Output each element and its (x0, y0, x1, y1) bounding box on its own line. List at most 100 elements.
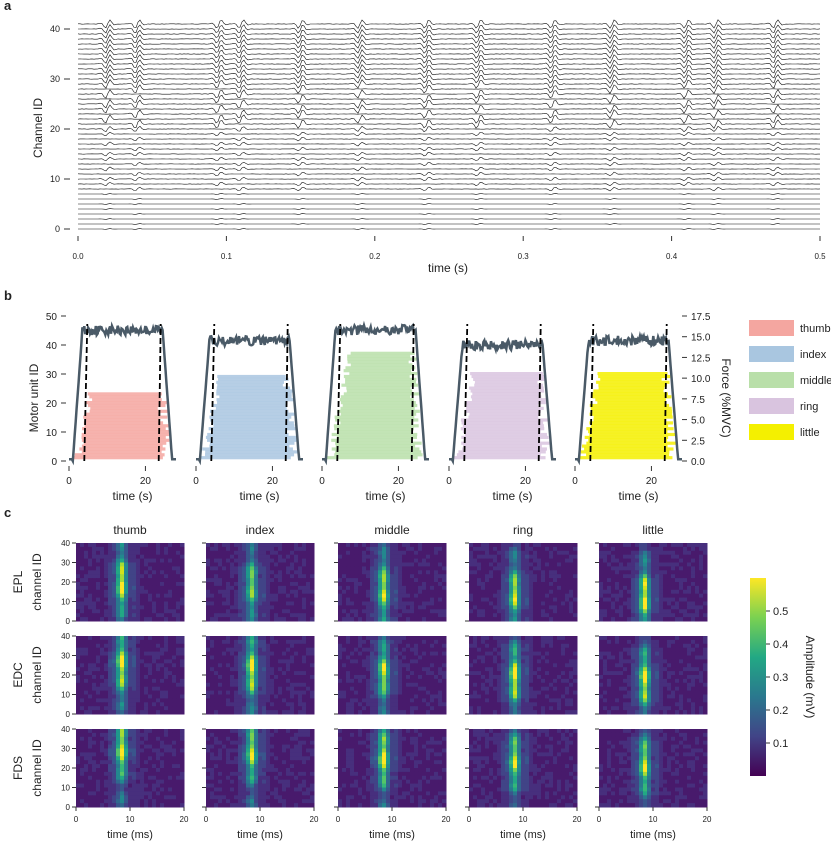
heatmap-cell (370, 710, 375, 715)
heatmap-cell (160, 566, 165, 571)
heatmap-cell (615, 566, 620, 571)
heatmap-cell (286, 613, 291, 618)
heatmap-cell (298, 570, 303, 575)
heatmap-cell (473, 659, 478, 664)
heatmap-cell (647, 578, 652, 583)
motor-unit-spikes (470, 395, 542, 399)
heatmap-cell (517, 578, 522, 583)
column-title-little: little (642, 523, 664, 537)
heatmap-cell (557, 601, 562, 606)
heatmap-cell (679, 562, 684, 567)
heatmap-cell (214, 609, 219, 614)
heatmap-cell (477, 675, 482, 680)
heatmap-cell (394, 593, 399, 599)
heatmap-cell (294, 667, 299, 672)
heatmap-cell (206, 671, 211, 676)
heatmap-cell (469, 675, 474, 680)
heatmap-cell (505, 570, 510, 575)
heatmap-cell (565, 671, 570, 676)
heatmap-cell (112, 554, 117, 560)
heatmap-cell (615, 554, 620, 560)
heatmap-cell (489, 543, 494, 548)
heatmap-cell (234, 558, 239, 563)
heatmap-cell (222, 562, 227, 567)
heatmap-cell (354, 710, 359, 715)
heatmap-cell (218, 675, 223, 680)
channel-trace (77, 74, 820, 84)
heatmap-cell (302, 636, 307, 641)
heatmap-cell (156, 578, 161, 583)
heatmap-cell (180, 601, 185, 606)
heatmap-cell (206, 686, 211, 692)
heatmap-cell (691, 562, 696, 567)
heatmap-cell (266, 593, 271, 599)
heatmap-cell (390, 706, 395, 711)
heatmap-cell (100, 643, 105, 649)
heatmap-cell (128, 706, 133, 711)
heatmap-cell (679, 585, 684, 591)
heatmap-cell (172, 663, 177, 668)
heatmap-cell (266, 651, 271, 656)
x-tick-label: 0.2 (369, 252, 381, 261)
heatmap-cell (366, 659, 371, 664)
heatmap-cell (128, 570, 133, 575)
heatmap-cell (176, 678, 181, 684)
heatmap-cell (88, 617, 93, 622)
heatmap-cell (386, 702, 391, 707)
heatmap-cell (76, 613, 81, 618)
heatmap-cell (282, 562, 287, 567)
heatmap-cell (346, 690, 351, 695)
heatmap-cell (258, 570, 263, 575)
heatmap-cell (116, 663, 121, 668)
heatmap-cell (222, 601, 227, 606)
heatmap-cell (430, 546, 435, 552)
heatmap-cell (104, 675, 109, 680)
heatmap-cell (88, 675, 93, 680)
heatmap-cell (426, 698, 431, 703)
heatmap-cell (639, 570, 644, 575)
heatmap-cell (246, 609, 251, 614)
heatmap-cell (485, 558, 490, 563)
heatmap-cell (627, 609, 632, 614)
heatmap-cell (497, 570, 502, 575)
heatmap-cell (370, 543, 375, 548)
heatmap-cell (545, 647, 550, 653)
heatmap-cell (599, 582, 604, 587)
heatmap-cell (346, 550, 351, 556)
heatmap-cell (477, 566, 482, 571)
heatmap-cell (521, 585, 526, 591)
heatmap-cell (382, 639, 387, 645)
heatmap-cell (378, 643, 383, 649)
heatmap-cell (266, 601, 271, 606)
heatmap-cell (501, 546, 506, 552)
heatmap-cell (549, 647, 554, 653)
heatmap-cell (258, 686, 263, 692)
heatmap-cell (176, 651, 181, 656)
heatmap-cell (493, 566, 498, 571)
heatmap-cell (104, 550, 109, 556)
heatmap-cell (230, 546, 235, 552)
heatmap-cell (533, 593, 538, 599)
heatmap-cell (631, 589, 636, 595)
heatmap-cell (370, 706, 375, 711)
heatmap-cell (481, 578, 486, 583)
heatmap-cell (242, 566, 247, 571)
heatmap-cell (258, 671, 263, 676)
heatmap-cell (76, 651, 81, 656)
heatmap-cell (104, 686, 109, 692)
heatmap-cell (667, 593, 672, 599)
heatmap-cell (473, 655, 478, 660)
heatmap-cell (374, 617, 379, 622)
heatmap-cell (310, 675, 315, 680)
heatmap-cell (218, 582, 223, 587)
heatmap-cell (497, 562, 502, 567)
heatmap-cell (667, 578, 672, 583)
heatmap-cell (549, 609, 554, 614)
heatmap-cell (160, 617, 165, 622)
heatmap-cell (258, 698, 263, 703)
heatmap-cell (406, 589, 411, 595)
heatmap-cell (390, 593, 395, 599)
heatmap-EPL-little (595, 542, 708, 622)
heatmap-cell (338, 605, 343, 610)
heatmap-cell (386, 601, 391, 606)
